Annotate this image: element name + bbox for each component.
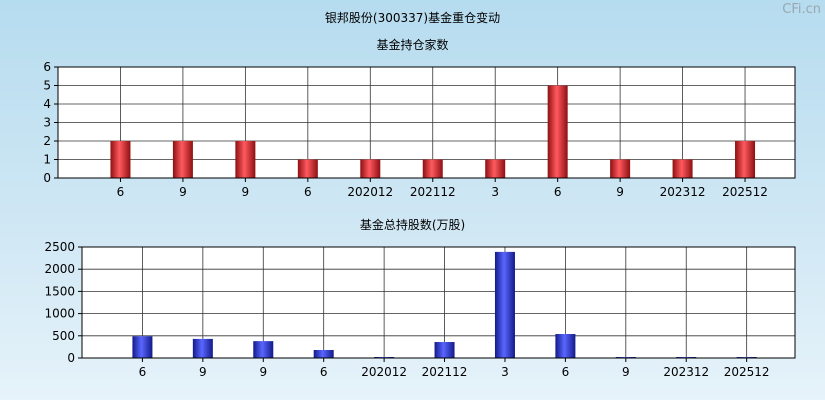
top-bar-7 [547,85,568,178]
top-bar-1 [172,141,193,178]
top-x-tick-label: 202312 [660,185,706,199]
top-bar-9 [672,159,693,178]
bottom-x-tick-label: 202012 [361,365,407,379]
bottom-y-tick-label: 2500 [44,240,75,254]
top-bar-10 [735,141,756,178]
bottom-bar-2 [253,341,274,358]
bottom-plot-border [81,246,796,359]
top-plot: 0 1 2 3 4 5 6 6 9 9 6 202012 202112 3 6 9 202312 202512 [43,60,796,199]
bottom-plot-area [81,246,796,359]
top-y-tick-label: 5 [43,79,51,93]
top-bar-6 [485,159,506,178]
watermark: CFi.cn [782,2,821,17]
bottom-x-tick-label: 202512 [724,365,770,379]
top-x-tick-label: 6 [554,185,562,199]
bottom-y-tick-label: 0 [67,351,75,365]
top-y-tick-label: 6 [43,60,51,74]
top-x-tick-label: 202012 [347,185,393,199]
bottom-bar-5 [434,342,455,358]
top-plot-border [57,66,796,179]
top-x-tick-label: 9 [616,185,624,199]
bottom-x-tick-label: 202312 [663,365,709,379]
bottom-bar-3 [313,350,334,358]
top-x-tick-label: 9 [242,185,250,199]
bottom-x-tick-label: 6 [320,365,328,379]
top-x-tick-label: 6 [117,185,125,199]
top-bar-0 [110,141,131,178]
bottom-x-tick-label: 9 [622,365,630,379]
bottom-x-tick-label: 9 [259,365,267,379]
top-y-tick-label: 1 [43,153,51,167]
bottom-bar-6 [494,251,515,358]
top-x-tick-label: 6 [304,185,312,199]
bottom-y-tick-label: 2000 [44,262,75,276]
top-bar-2 [235,141,256,178]
bottom-x-tick-label: 6 [562,365,570,379]
bottom-x-tick-label: 202112 [422,365,468,379]
top-bar-4 [360,159,381,178]
bottom-y-tick-label: 500 [52,329,75,343]
top-x-tick-label: 202112 [410,185,456,199]
bottom-y-tick-label: 1000 [44,307,75,321]
top-chart-subtitle: 基金持仓家数 [376,38,449,52]
bottom-chart-subtitle: 基金总持股数(万股) [359,218,466,232]
top-bar-3 [297,159,318,178]
top-bar-8 [610,159,631,178]
bottom-bar-0 [132,336,153,358]
bottom-plot: 0 500 1000 1500 2000 2500 6 9 9 6 202012 202112 3 6 9 2… [44,240,796,379]
bottom-x-tick-label: 9 [199,365,207,379]
top-y-tick-label: 4 [43,97,51,111]
bottom-bar-1 [192,338,213,358]
top-x-tick-label: 202512 [722,185,768,199]
top-y-tick-label: 2 [43,134,51,148]
top-x-tick-label: 3 [491,185,499,199]
bottom-x-tick-label: 3 [501,365,509,379]
bottom-bar-7 [555,334,576,358]
top-y-tick-label: 3 [43,116,51,130]
bottom-x-tick-label: 6 [139,365,147,379]
chart-title: 银邦股份(300337)基金重仓变动 [324,11,501,25]
bottom-y-tick-label: 1500 [44,284,75,298]
top-bar-5 [422,159,443,178]
top-y-tick-label: 0 [43,171,51,185]
top-x-tick-label: 9 [179,185,187,199]
